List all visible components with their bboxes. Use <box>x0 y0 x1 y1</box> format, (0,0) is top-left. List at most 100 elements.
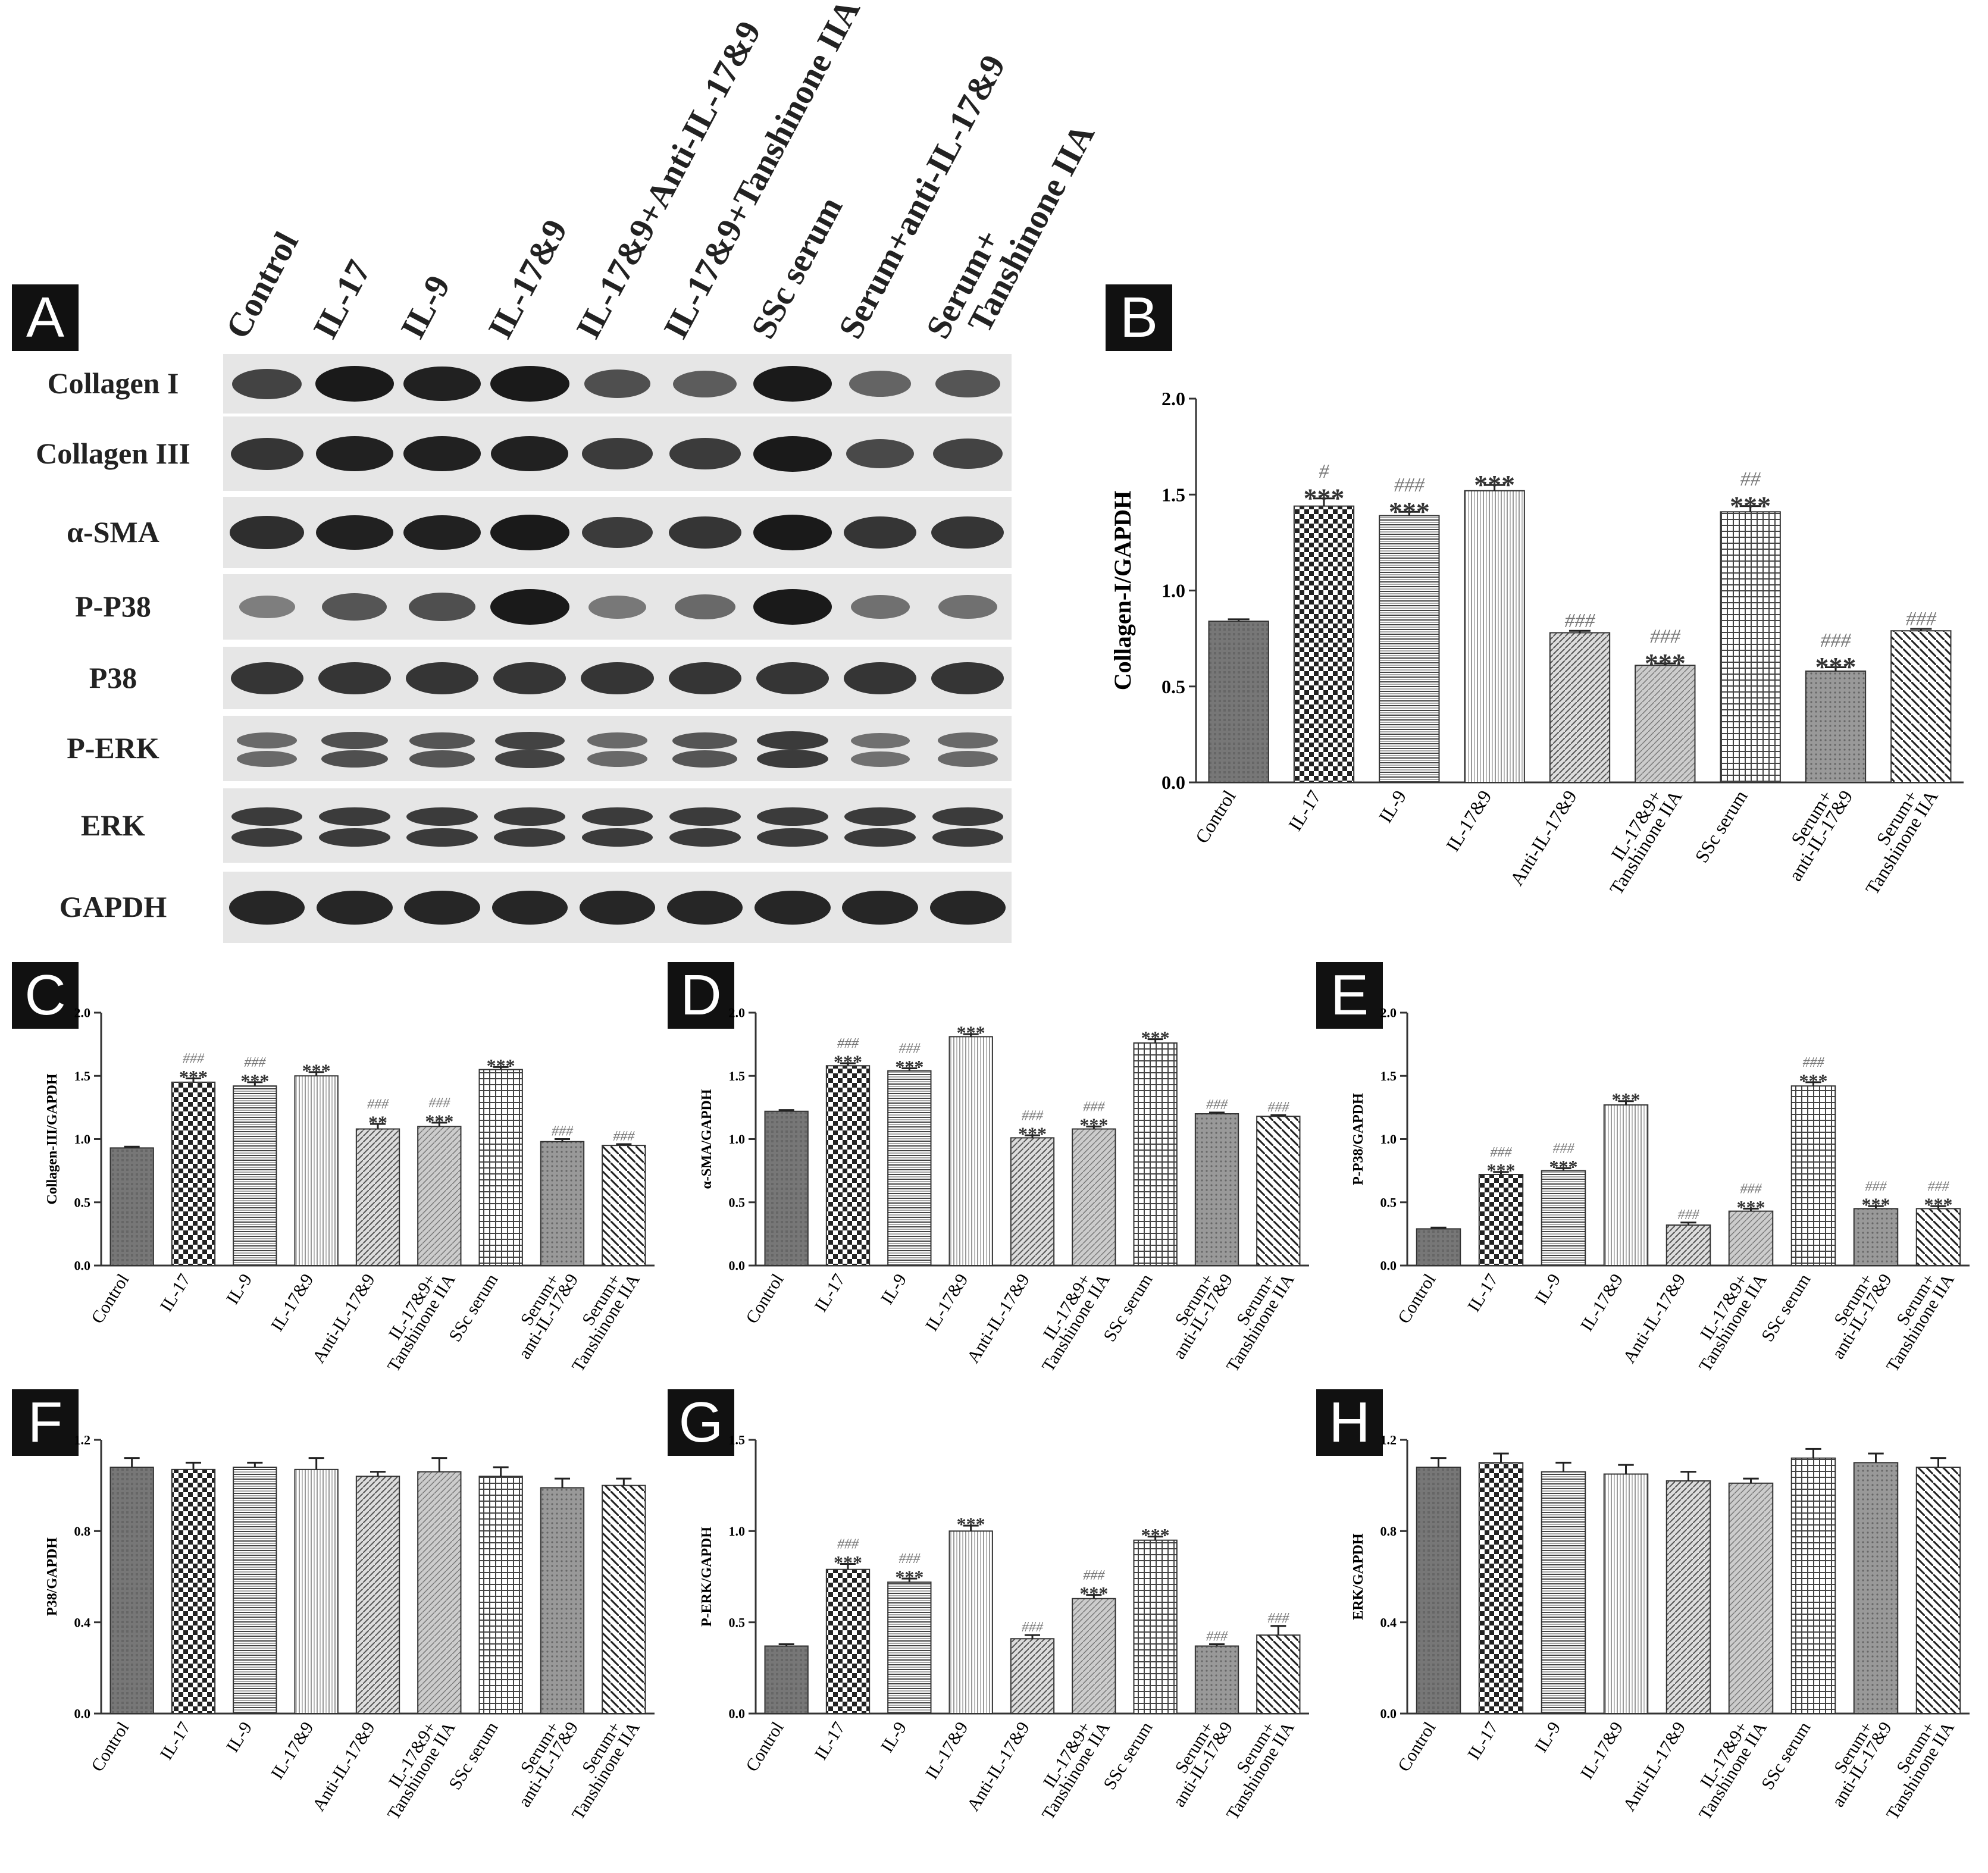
significance-stars: *** <box>1304 483 1345 513</box>
blot-band <box>403 366 481 402</box>
x-tick-label: Control <box>1191 787 1239 847</box>
bar <box>602 1145 646 1266</box>
blot-strip <box>223 788 1012 863</box>
chart-p-erk: 0.00.51.01.5P-ERK/GAPDHControl***###IL-1… <box>699 1433 1309 1823</box>
panel-letter-e: E <box>1316 962 1383 1029</box>
significance-stars: *** <box>1474 469 1515 500</box>
blot-band <box>318 662 391 694</box>
y-tick-label: 0.0 <box>1380 1706 1397 1721</box>
significance-hash: ## <box>1740 468 1761 490</box>
bar <box>602 1484 646 1715</box>
significance-hash: ### <box>1083 1568 1105 1583</box>
y-tick-label: 1.0 <box>1162 580 1185 602</box>
blot-band <box>753 436 832 472</box>
significance-hash: ### <box>1394 474 1425 496</box>
x-tick-label: Anti-IL-17&9 <box>1619 1270 1689 1367</box>
bar <box>1915 1208 1961 1266</box>
x-tick-label: IL-9 <box>1375 787 1411 826</box>
x-tick-label: Anti-IL-17&9 <box>309 1270 379 1367</box>
blot-band <box>669 807 741 826</box>
bar <box>1072 1598 1116 1714</box>
blot-band <box>932 828 1004 847</box>
blot-band <box>409 732 475 750</box>
blot-band <box>230 662 303 694</box>
blot-band <box>844 807 916 826</box>
bar <box>1853 1462 1899 1714</box>
bar <box>1790 1085 1836 1266</box>
bar <box>1416 1228 1461 1266</box>
bar <box>540 1141 585 1266</box>
blot-strip <box>223 647 1012 709</box>
blot-band <box>937 751 998 767</box>
bar <box>109 1147 154 1266</box>
y-tick-label: 1.5 <box>729 1433 746 1448</box>
significance-stars: *** <box>1815 652 1856 682</box>
x-tick-label: Control <box>742 1270 788 1327</box>
blot-band <box>757 731 828 750</box>
blot-band <box>409 593 475 621</box>
significance-hash: ### <box>1206 1097 1228 1113</box>
significance-stars: *** <box>425 1110 453 1132</box>
bar <box>1853 1208 1899 1266</box>
bar <box>294 1468 339 1714</box>
blot-band <box>850 594 910 619</box>
bar <box>1133 1042 1178 1266</box>
lane-label: IL-17&9 <box>480 213 575 345</box>
blot-band <box>935 369 1001 398</box>
significance-hash: ### <box>1928 1179 1950 1194</box>
x-tick-label: IL-17&9 <box>1442 787 1496 856</box>
significance-stars: *** <box>895 1056 923 1078</box>
blot-band <box>490 589 569 625</box>
blot-band <box>584 369 651 398</box>
significance-hash: ### <box>1678 1207 1700 1223</box>
blot-row-label: α-SMA <box>67 515 159 549</box>
x-tick-label: Anti-IL-17&9 <box>309 1718 379 1815</box>
x-tick-label: IL-17&9 <box>267 1718 317 1783</box>
significance-hash: ### <box>183 1051 205 1067</box>
blot-band <box>405 662 479 694</box>
bar <box>764 1110 809 1266</box>
significance-hash: ### <box>1491 1145 1513 1160</box>
blot-band <box>753 589 832 625</box>
bar <box>1416 1467 1461 1714</box>
bar <box>233 1085 277 1266</box>
blot-band <box>490 515 569 550</box>
blot-band <box>581 807 653 826</box>
chart-collagen-i: 0.0 0.5 1.0 1.5 2.0 Collagen-I/GAPDH Control **… <box>1109 388 1964 898</box>
bar <box>109 1467 154 1714</box>
bar <box>294 1075 339 1266</box>
y-axis-label: Collagen-I/GAPDH <box>1109 491 1136 691</box>
bar <box>417 1126 462 1266</box>
blot-band <box>321 732 388 750</box>
blot-band <box>236 751 298 767</box>
blot-band <box>753 515 832 550</box>
blot-band <box>667 890 743 925</box>
significance-stars: *** <box>240 1070 269 1091</box>
blot-band <box>403 436 481 471</box>
blot-band <box>753 366 832 402</box>
x-tick-label: IL-17 <box>156 1270 195 1315</box>
significance-stars: *** <box>1737 1197 1765 1218</box>
x-tick-label: IL-17 <box>811 1270 849 1315</box>
blot-band <box>490 366 569 402</box>
bar <box>1010 1638 1055 1714</box>
bar <box>1293 505 1355 783</box>
x-tick-label: Anti-IL-17&9 <box>963 1270 1034 1367</box>
panel-letter-f: F <box>12 1389 79 1456</box>
bar <box>171 1081 216 1266</box>
blot-band <box>494 750 565 768</box>
bar <box>1256 1116 1301 1266</box>
significance-stars: *** <box>1141 1027 1170 1048</box>
panel-letter-b: B <box>1106 284 1172 351</box>
significance-hash: ### <box>1022 1620 1044 1635</box>
blot-band <box>756 662 829 694</box>
y-tick-label: 0.4 <box>1380 1615 1397 1630</box>
blot-row-label: ERK <box>80 808 146 842</box>
blot-row-label: P38 <box>89 660 137 694</box>
blot-band <box>757 828 828 847</box>
significance-stars: *** <box>1079 1583 1108 1604</box>
significance-hash: ### <box>244 1055 266 1070</box>
significance-stars: *** <box>1079 1114 1108 1136</box>
bar <box>1010 1137 1055 1266</box>
y-tick-label: 2.0 <box>729 1006 746 1020</box>
